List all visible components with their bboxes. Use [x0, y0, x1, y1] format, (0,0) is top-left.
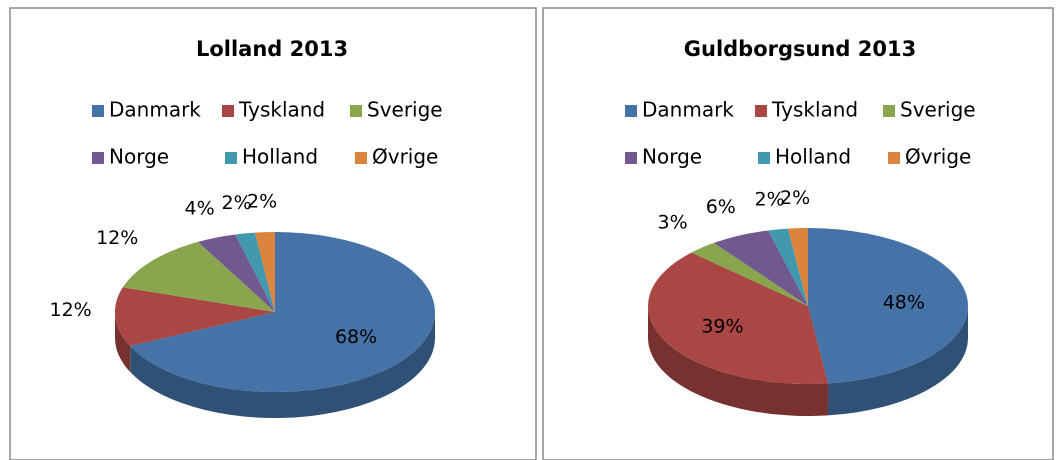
legend-swatch: [225, 152, 237, 164]
chart-title: Lolland 2013: [196, 37, 348, 61]
data-label: 39%: [701, 316, 743, 338]
data-label: 6%: [706, 196, 736, 218]
data-label: 48%: [883, 292, 925, 314]
legend-swatch: [758, 152, 770, 164]
legend-swatch: [883, 105, 895, 117]
legend-swatch: [350, 105, 362, 117]
legend-label: Danmark: [109, 98, 201, 122]
legend-label: Danmark: [642, 98, 734, 122]
legend-label: Norge: [109, 145, 169, 169]
legend-swatch: [222, 105, 234, 117]
pie-slice: [130, 232, 436, 392]
data-label: 3%: [657, 212, 687, 234]
data-label: 2%: [780, 187, 810, 209]
pie-slice: [787, 228, 808, 306]
pie-side: [115, 312, 131, 373]
data-label: 68%: [335, 326, 377, 348]
legend-label: Norge: [642, 145, 702, 169]
legend-swatch: [92, 105, 104, 117]
pie-slice: [254, 232, 275, 312]
data-label: 2%: [755, 188, 785, 210]
pie-slice: [235, 232, 275, 312]
pie-slice: [691, 242, 808, 306]
legend-swatch: [625, 105, 637, 117]
pie-side: [648, 306, 829, 416]
legend-label: Øvrige: [905, 145, 971, 169]
legend-swatch: [625, 152, 637, 164]
legend-swatch: [888, 152, 900, 164]
legend-label: Sverige: [367, 98, 443, 122]
pie-side: [828, 306, 968, 416]
data-label: 2%: [222, 192, 252, 214]
data-label: 12%: [49, 299, 91, 321]
pie-side: [130, 312, 436, 418]
legend-swatch: [755, 105, 767, 117]
pie-slice: [647, 252, 829, 385]
legend-swatch: [355, 152, 367, 164]
legend-label: Holland: [775, 145, 851, 169]
pie-slice: [713, 230, 808, 306]
chart-title: Guldborgsund 2013: [684, 37, 916, 61]
pie-slice: [768, 228, 808, 306]
legend-label: Tyskland: [771, 98, 858, 122]
data-label: 4%: [185, 197, 215, 219]
data-label: 12%: [96, 227, 138, 249]
pie-slice: [197, 234, 275, 312]
legend-label: Tyskland: [238, 98, 325, 122]
data-label: 2%: [247, 190, 277, 212]
pie-slice: [122, 241, 275, 312]
legend-swatch: [92, 152, 104, 164]
pie-slice: [114, 287, 276, 347]
legend-label: Sverige: [900, 98, 976, 122]
legend-label: Holland: [242, 145, 318, 169]
legend-label: Øvrige: [372, 145, 438, 169]
pie-slice: [808, 228, 969, 384]
